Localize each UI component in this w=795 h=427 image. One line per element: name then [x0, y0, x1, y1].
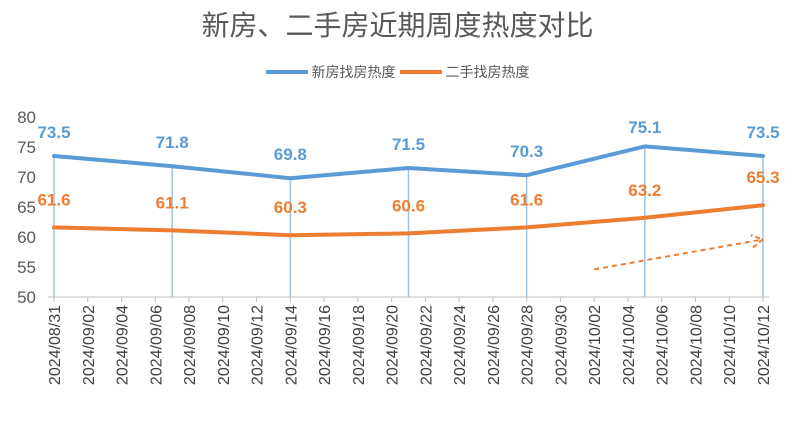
data-labels: 73.5 71.8 69.8 71.5 70.3 75.1 73.5 61.6 61.1 60.3…	[37, 118, 779, 217]
x-tick-label: 2024/09/18	[351, 305, 368, 385]
data-label-second-hand: 60.3	[274, 198, 307, 217]
x-tick-label: 2024/09/30	[553, 305, 570, 385]
x-tick-label: 2024/09/12	[250, 305, 267, 385]
x-tick-label: 2024/09/20	[385, 305, 402, 385]
data-label-new-home: 73.5	[37, 123, 70, 142]
y-tick-label: 65	[17, 198, 36, 217]
x-tick-label: 2024/09/28	[520, 305, 537, 385]
legend-label-new-home: 新房找房热度	[311, 65, 396, 81]
y-axis: 50 55 60 65 70 75 80	[17, 108, 36, 307]
series-layer	[52, 144, 765, 238]
data-label-second-hand: 61.6	[37, 190, 70, 209]
data-label-new-home: 71.5	[392, 135, 425, 154]
legend-item-second-hand: 二手找房热度	[399, 62, 530, 82]
y-tick-label: 70	[17, 168, 36, 187]
y-tick-label: 55	[17, 258, 36, 277]
y-tick-label: 80	[17, 108, 36, 127]
legend-swatch-new-home	[265, 70, 308, 74]
x-tick-label: 2024/09/26	[486, 305, 503, 385]
data-label-second-hand: 61.6	[510, 190, 543, 209]
x-axis: 2024/08/31 2024/09/02 2024/09/04 2024/09/06…	[47, 296, 773, 385]
x-tick-label: 2024/09/02	[81, 305, 98, 385]
trend-annotation	[594, 234, 766, 271]
x-tick-label: 2024/09/22	[418, 305, 435, 385]
data-label-second-hand: 63.2	[628, 181, 661, 200]
trend-arrow-shaft	[594, 238, 764, 271]
x-tick-label: 2024/09/10	[216, 305, 233, 385]
x-tick-label: 2024/09/06	[148, 305, 165, 385]
y-tick-label: 50	[17, 288, 36, 307]
x-tick-label: 2024/10/08	[688, 305, 705, 385]
y-tick-label: 75	[17, 138, 36, 157]
data-label-new-home: 70.3	[510, 142, 543, 161]
x-tick-label: 2024/10/12	[756, 305, 773, 385]
legend: 新房找房热度 二手找房热度	[0, 62, 795, 82]
series-line-second-hand	[52, 203, 765, 238]
legend-label-second-hand: 二手找房热度	[445, 65, 530, 81]
series-line-new-home	[52, 144, 765, 181]
x-tick-label: 2024/10/04	[621, 305, 638, 385]
x-tick-label: 2024/09/08	[182, 305, 199, 385]
trend-arrow-head	[750, 234, 766, 249]
data-label-second-hand: 61.1	[156, 193, 189, 212]
x-tick-label: 2024/09/04	[115, 305, 132, 385]
data-label-second-hand: 60.6	[392, 196, 425, 215]
data-label-second-hand: 65.3	[746, 168, 779, 187]
data-label-new-home: 75.1	[628, 118, 661, 137]
legend-item-new-home: 新房找房热度	[265, 62, 396, 82]
x-tick-label: 2024/09/14	[283, 305, 300, 385]
x-tick-label: 2024/10/02	[587, 305, 604, 385]
y-tick-label: 60	[17, 228, 36, 247]
legend-swatch-second-hand	[399, 70, 442, 74]
x-tick-label: 2024/08/31	[47, 305, 64, 385]
x-tick-label: 2024/10/06	[655, 305, 672, 385]
x-tick-label: 2024/09/16	[317, 305, 334, 385]
x-tick-label: 2024/09/24	[452, 305, 469, 385]
data-label-new-home: 71.8	[156, 133, 189, 152]
data-label-new-home: 73.5	[746, 123, 779, 142]
data-label-new-home: 69.8	[274, 145, 307, 164]
x-tick-label: 2024/10/10	[722, 305, 739, 385]
chart-title: 新房、二手房近期周度热度对比	[201, 9, 594, 42]
